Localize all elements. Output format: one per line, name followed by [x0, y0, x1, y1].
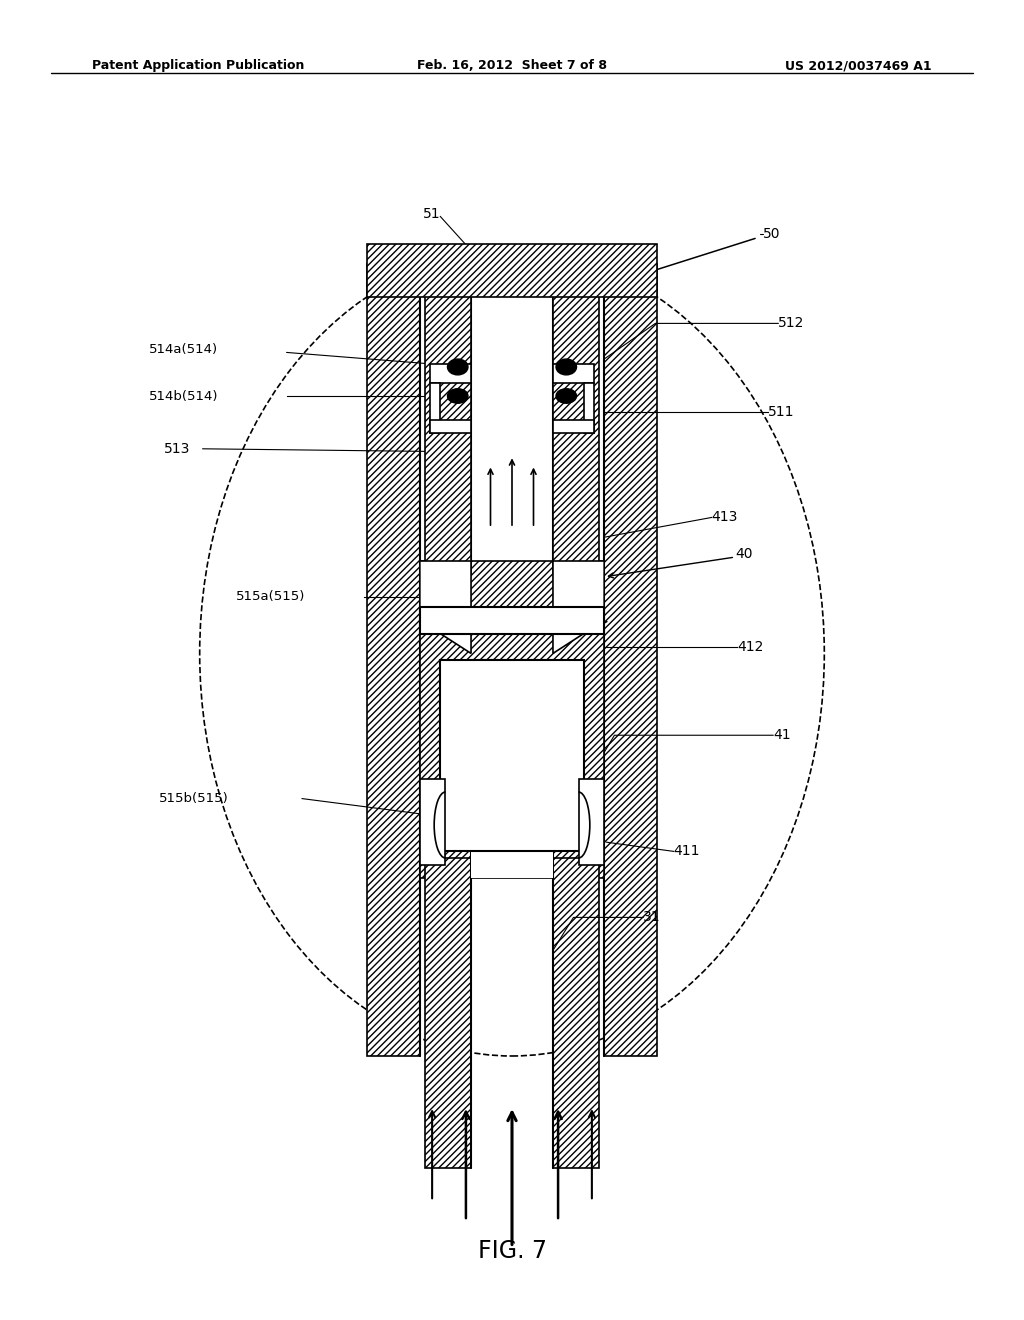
Bar — [420, 561, 604, 878]
Text: 515a(515): 515a(515) — [236, 590, 305, 603]
Text: 514b(514): 514b(514) — [148, 389, 218, 403]
Ellipse shape — [556, 389, 577, 404]
Text: 51: 51 — [423, 207, 440, 220]
Text: FIG. 7: FIG. 7 — [477, 1239, 547, 1263]
Bar — [430, 383, 440, 433]
Text: 511: 511 — [768, 405, 795, 418]
Ellipse shape — [447, 389, 468, 404]
Bar — [430, 420, 471, 433]
Bar — [471, 660, 553, 878]
Bar — [553, 420, 594, 433]
Text: 514a(514): 514a(514) — [148, 343, 218, 356]
Bar — [604, 264, 657, 1056]
Bar — [420, 607, 604, 634]
Ellipse shape — [447, 359, 468, 375]
Text: 512: 512 — [778, 317, 805, 330]
Bar — [584, 383, 594, 433]
Text: Feb. 16, 2012  Sheet 7 of 8: Feb. 16, 2012 Sheet 7 of 8 — [417, 59, 607, 73]
Text: 50: 50 — [763, 227, 780, 240]
Text: 411: 411 — [674, 845, 700, 858]
Bar — [425, 858, 471, 1168]
Ellipse shape — [556, 359, 577, 375]
Text: 413: 413 — [712, 511, 738, 524]
Bar — [367, 264, 420, 1056]
Bar — [579, 779, 604, 865]
Bar — [420, 779, 445, 865]
Text: 515b(515): 515b(515) — [159, 792, 228, 805]
Text: 41: 41 — [773, 729, 791, 742]
Text: 31: 31 — [643, 911, 660, 924]
Polygon shape — [420, 561, 471, 653]
Bar — [553, 290, 599, 574]
Text: 412: 412 — [737, 640, 764, 653]
Bar — [440, 660, 584, 851]
Bar — [425, 290, 471, 574]
Bar — [553, 364, 594, 383]
Polygon shape — [553, 561, 604, 653]
Text: 40: 40 — [735, 548, 753, 561]
Text: US 2012/0037469 A1: US 2012/0037469 A1 — [785, 59, 932, 73]
Bar — [367, 244, 657, 297]
Text: Patent Application Publication: Patent Application Publication — [92, 59, 304, 73]
Bar — [430, 364, 471, 383]
Text: 513: 513 — [164, 442, 190, 455]
Bar — [553, 858, 599, 1168]
